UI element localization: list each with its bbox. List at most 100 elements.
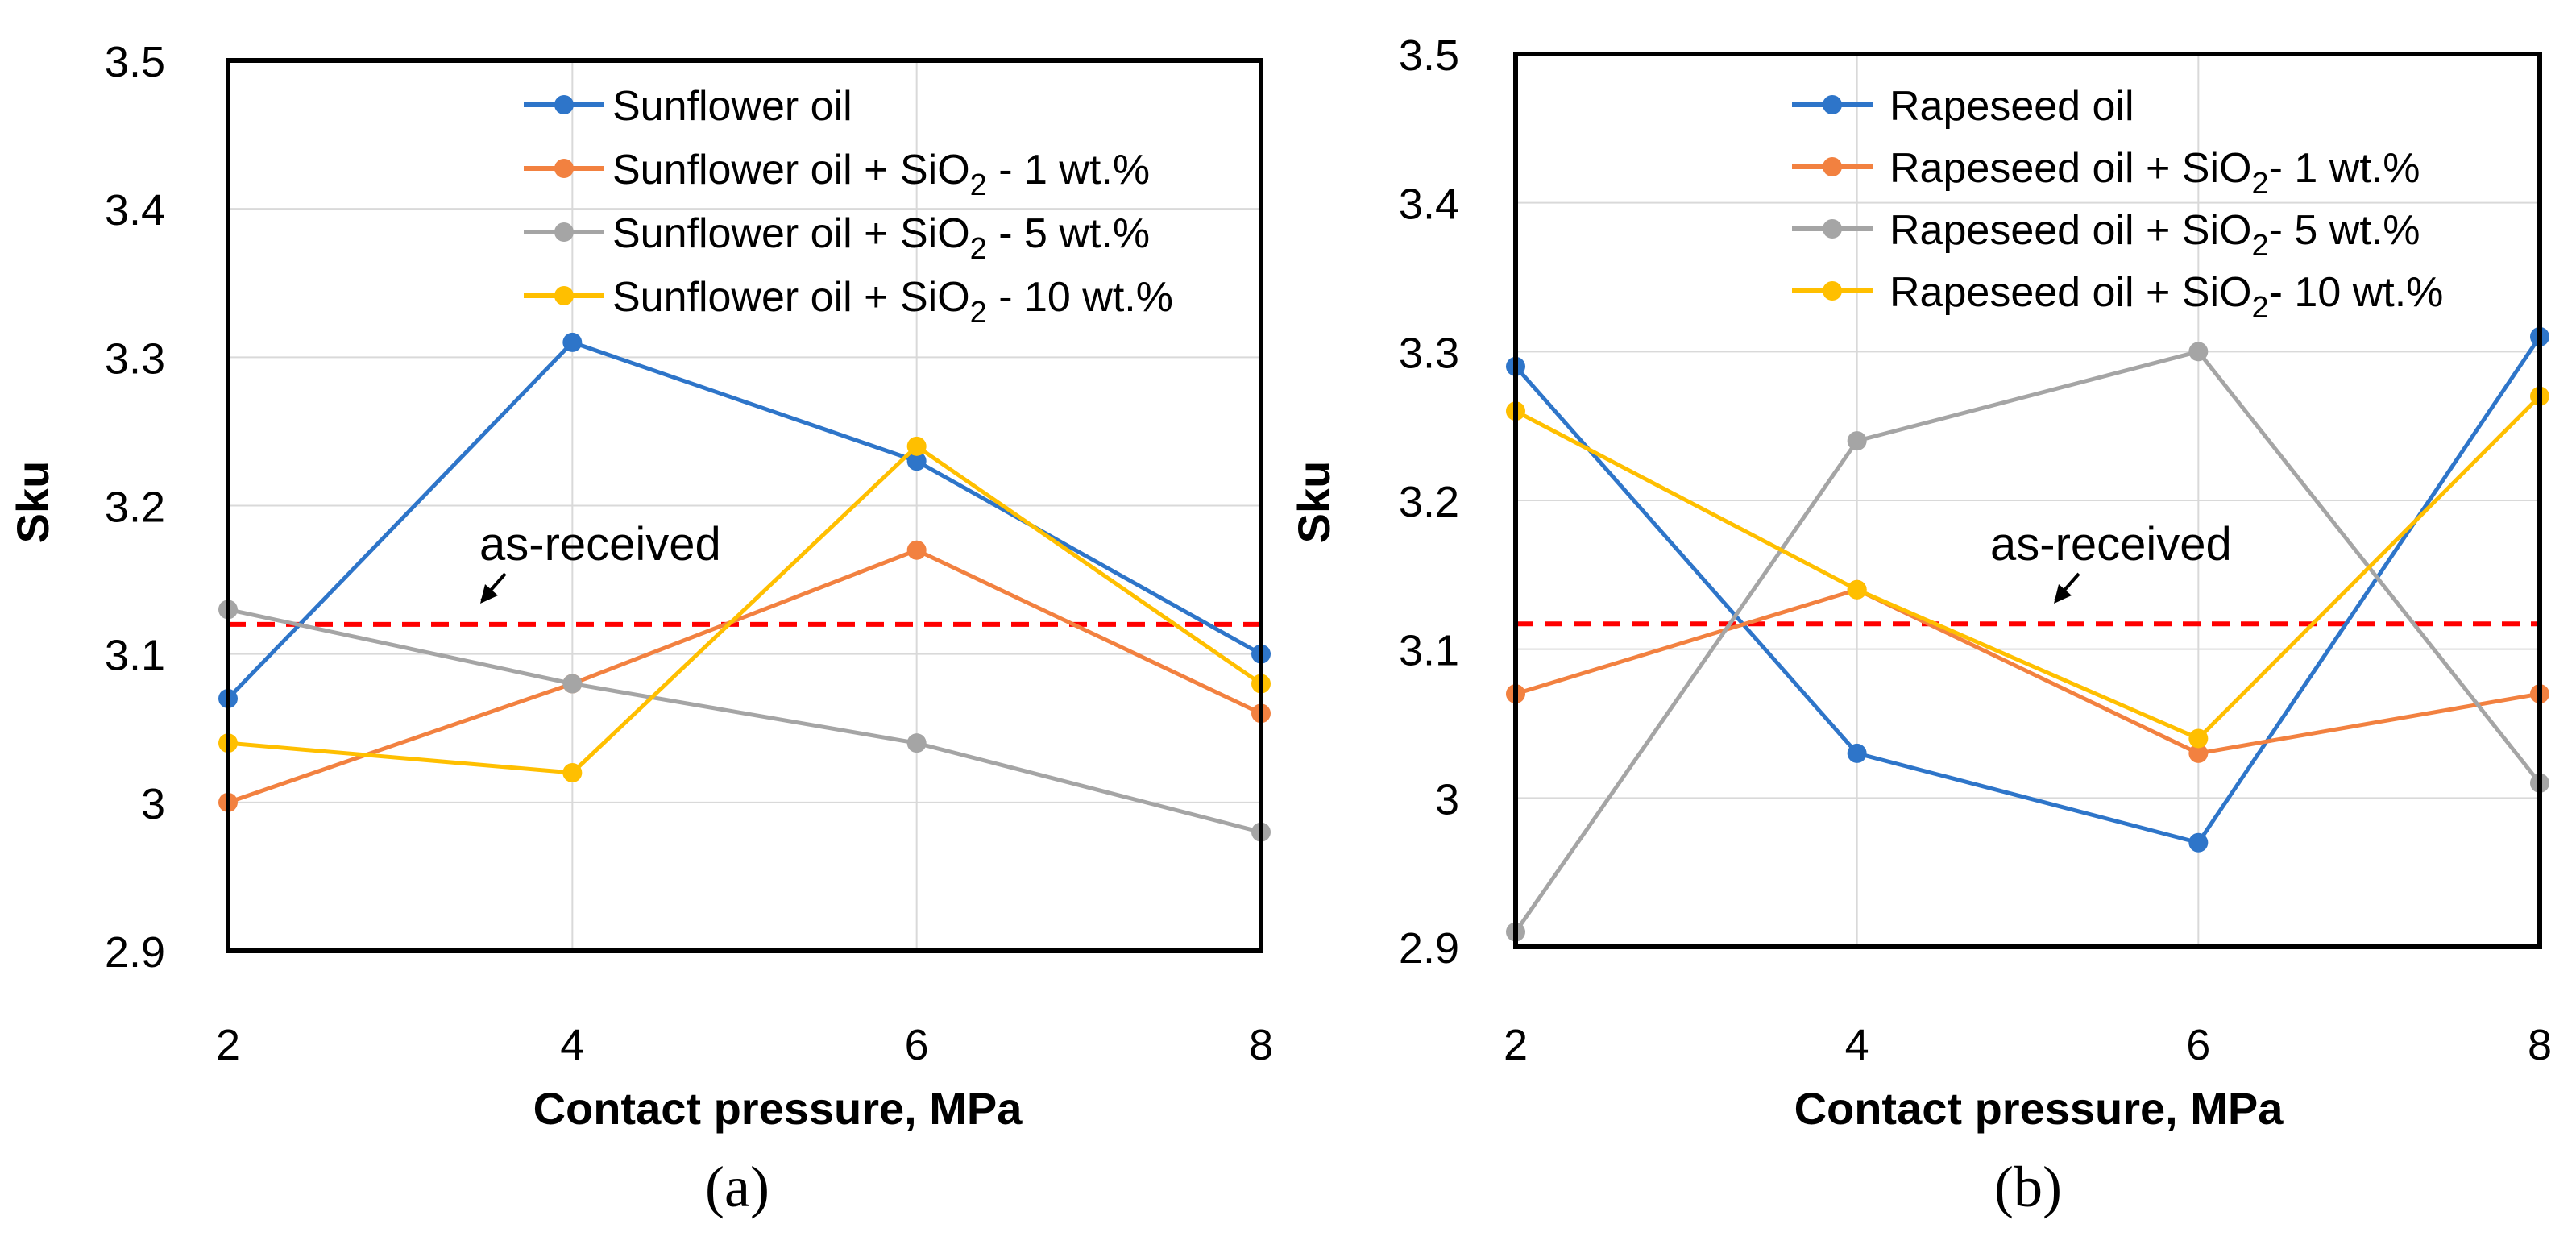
legend-label: Rapeseed oil bbox=[1889, 83, 2134, 130]
series-line bbox=[1515, 587, 2541, 756]
series-4 bbox=[218, 436, 1271, 782]
data-point bbox=[2188, 832, 2209, 853]
data-point bbox=[1847, 743, 1867, 763]
y-tick-label: 2.9 bbox=[105, 928, 165, 977]
legend-label-subscript: 2 bbox=[2252, 229, 2269, 263]
series-1 bbox=[218, 332, 1271, 708]
plot-frame bbox=[1513, 52, 2542, 949]
legend-label: Sunflower oil + SiO2 - 1 wt.% bbox=[612, 147, 1150, 202]
y-axis-label: Sku bbox=[7, 461, 58, 544]
series-line bbox=[227, 548, 1263, 805]
legend-label-text: - 1 wt.% bbox=[2269, 145, 2420, 192]
legend-marker bbox=[554, 222, 574, 242]
x-tick-label: 8 bbox=[2528, 1021, 2552, 1069]
panel-caption: (b) bbox=[1994, 1155, 2062, 1219]
legend-label: Sunflower oil bbox=[612, 83, 852, 130]
panel-caption: (a) bbox=[705, 1155, 769, 1219]
legend-label-text: Rapeseed oil + SiO bbox=[1889, 145, 2252, 192]
data-point bbox=[2188, 342, 2209, 362]
y-tick-label: 3.5 bbox=[105, 38, 165, 86]
y-tick-label: 3.3 bbox=[105, 334, 165, 383]
x-tick-label: 8 bbox=[1249, 1021, 1273, 1069]
legend-label-subscript: 2 bbox=[970, 296, 987, 330]
series-line bbox=[1514, 394, 2541, 741]
x-tick-label: 4 bbox=[560, 1021, 584, 1069]
legend-label: Sunflower oil + SiO2 - 5 wt.% bbox=[612, 210, 1150, 266]
data-point bbox=[2188, 743, 2209, 763]
y-tick-label: 3.5 bbox=[1399, 31, 1459, 80]
chart-panel-b: 2.9 3 3.1 3.2 3.3 3.4 3.5 2 4 6 8 Contact pressure,… bbox=[1288, 31, 2552, 1219]
series-line bbox=[1514, 335, 2542, 845]
y-tick-label: 2.9 bbox=[1399, 924, 1459, 973]
legend-label-text: Sunflower oil + SiO bbox=[612, 274, 970, 321]
legend-label-text: Sunflower oil + SiO bbox=[612, 147, 970, 193]
legend-label: Rapeseed oil + SiO2- 10 wt.% bbox=[1889, 269, 2443, 325]
as-received-arrowhead bbox=[480, 584, 498, 604]
y-tick-label: 3.2 bbox=[105, 483, 165, 532]
legend-marker bbox=[554, 159, 574, 178]
legend-label-text: Rapeseed oil + SiO bbox=[1889, 269, 2252, 316]
legend-marker bbox=[1823, 157, 1842, 176]
y-axis-label: Sku bbox=[1288, 461, 1339, 544]
x-tick-label: 6 bbox=[905, 1021, 929, 1069]
data-point bbox=[906, 733, 927, 753]
data-point bbox=[1847, 431, 1867, 451]
data-point bbox=[1847, 579, 1867, 600]
series-2 bbox=[1506, 579, 2549, 763]
series-3 bbox=[218, 600, 1271, 842]
series-line bbox=[227, 607, 1262, 835]
legend-label-subscript: 2 bbox=[970, 232, 987, 266]
series-1 bbox=[1506, 326, 2549, 853]
legend-label-text: Sunflower oil + SiO bbox=[612, 210, 970, 257]
data-point bbox=[2188, 728, 2209, 749]
legend-label: Rapeseed oil + SiO2- 5 wt.% bbox=[1889, 207, 2420, 263]
plot-frame bbox=[226, 58, 1263, 953]
x-axis-label: Contact pressure, MPa bbox=[533, 1083, 1023, 1134]
chart-panel-a: 2.9 3 3.1 3.2 3.3 3.4 3.5 2 4 6 8 Contact pressure,… bbox=[7, 38, 1273, 1219]
y-tick-label: 3.1 bbox=[1399, 627, 1459, 675]
data-point bbox=[562, 763, 583, 782]
series-3 bbox=[1506, 342, 2549, 942]
legend-marker bbox=[554, 286, 574, 305]
as-received-arrowhead bbox=[2054, 584, 2072, 604]
as-received-label: as-received bbox=[479, 518, 721, 570]
series-line bbox=[227, 444, 1263, 775]
x-tick-label: 2 bbox=[216, 1021, 240, 1069]
legend-label-text: - 10 wt.% bbox=[987, 274, 1173, 321]
legend-label-text: - 5 wt.% bbox=[2269, 207, 2420, 254]
data-point bbox=[562, 332, 583, 352]
data-point bbox=[906, 451, 927, 471]
legend-label-text: - 10 wt.% bbox=[2269, 269, 2444, 316]
series-line bbox=[1513, 349, 2541, 933]
legend-label-subscript: 2 bbox=[2252, 167, 2269, 201]
legend-marker bbox=[1823, 219, 1842, 239]
as-received-label: as-received bbox=[1990, 518, 2232, 570]
series-line bbox=[226, 340, 1263, 700]
y-tick-label: 3.3 bbox=[1399, 329, 1459, 377]
x-tick-label: 4 bbox=[1845, 1021, 1869, 1069]
data-point bbox=[906, 540, 927, 560]
legend-label: Sunflower oil + SiO2 - 10 wt.% bbox=[612, 274, 1173, 330]
y-tick-label: 3.4 bbox=[105, 186, 165, 234]
data-point bbox=[562, 674, 583, 694]
data-point bbox=[906, 436, 927, 456]
y-tick-label: 3 bbox=[141, 780, 165, 828]
legend-marker bbox=[1823, 281, 1842, 301]
legend-label-text: Rapeseed oil + SiO bbox=[1889, 207, 2252, 254]
x-tick-label: 2 bbox=[1504, 1021, 1528, 1069]
legend-label-subscript: 2 bbox=[2252, 291, 2269, 325]
series-4 bbox=[1506, 386, 2549, 749]
legend-marker bbox=[1823, 95, 1842, 114]
legend-label: Rapeseed oil + SiO2- 1 wt.% bbox=[1889, 145, 2420, 201]
legend-label-text: - 5 wt.% bbox=[987, 210, 1150, 257]
legend-label-subscript: 2 bbox=[970, 168, 987, 202]
legend-marker bbox=[554, 95, 574, 114]
y-tick-label: 3.1 bbox=[105, 632, 165, 680]
x-tick-label: 6 bbox=[2186, 1021, 2210, 1069]
legend-label-text: - 1 wt.% bbox=[987, 147, 1150, 193]
x-axis-label: Contact pressure, MPa bbox=[1794, 1083, 2284, 1134]
